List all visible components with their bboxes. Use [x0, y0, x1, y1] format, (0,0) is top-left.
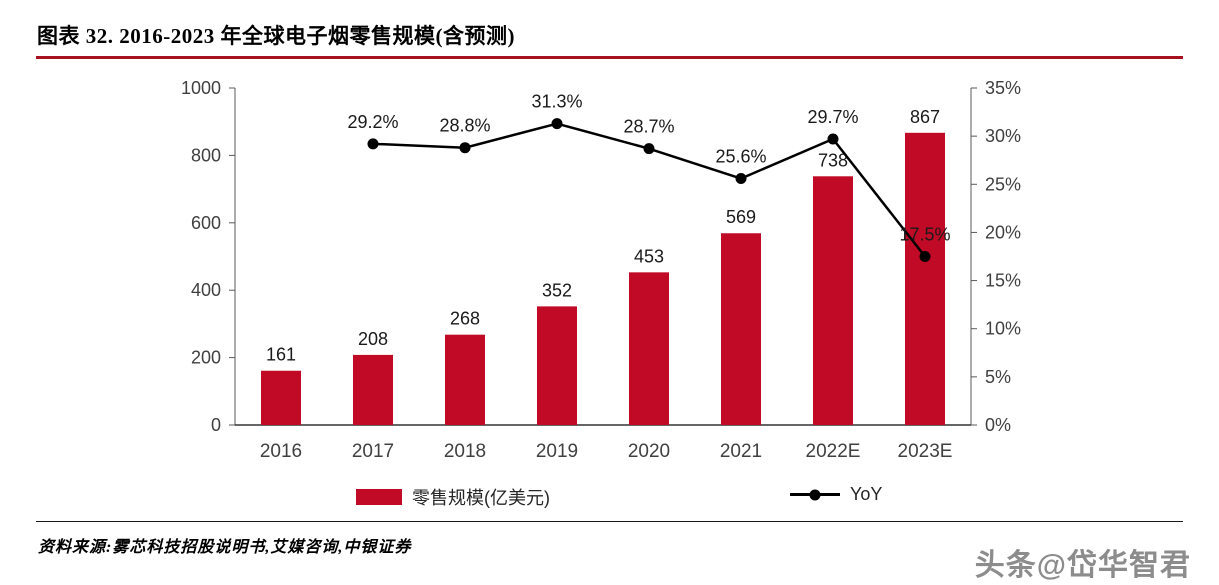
- svg-text:20%: 20%: [985, 222, 1021, 242]
- svg-text:2023E: 2023E: [898, 441, 953, 462]
- figure-title: 图表 32. 2016-2023 年全球电子烟零售规模(含预测): [37, 24, 515, 48]
- legend-item-retail-scale: 零售规模(亿美元): [356, 484, 550, 510]
- legend-label-retail-scale: 零售规模(亿美元): [412, 488, 550, 508]
- svg-text:867: 867: [910, 107, 940, 127]
- svg-text:2020: 2020: [628, 441, 670, 462]
- title-divider: [36, 56, 1183, 59]
- watermark: 头条@岱华智君: [974, 549, 1191, 582]
- svg-text:15%: 15%: [985, 271, 1021, 291]
- svg-text:25%: 25%: [985, 174, 1021, 194]
- svg-text:2021: 2021: [720, 441, 762, 462]
- svg-text:2022E: 2022E: [806, 441, 861, 462]
- legend-line-swatch: [790, 489, 840, 500]
- svg-text:2016: 2016: [260, 441, 302, 462]
- source-note: 资料来源:雾芯科技招股说明书,艾媒咨询,中银证券: [38, 539, 412, 556]
- svg-text:569: 569: [726, 207, 756, 227]
- chart-legend: 零售规模(亿美元) YoY: [0, 484, 1219, 510]
- svg-text:28.8%: 28.8%: [439, 116, 490, 136]
- svg-text:200: 200: [191, 348, 221, 368]
- svg-text:1000: 1000: [181, 78, 221, 98]
- svg-text:0%: 0%: [985, 415, 1011, 435]
- legend-label-yoy: YoY: [850, 484, 883, 504]
- legend-item-yoy: YoY: [790, 484, 882, 505]
- svg-text:31.3%: 31.3%: [531, 92, 582, 112]
- svg-text:5%: 5%: [985, 367, 1011, 387]
- svg-text:600: 600: [191, 213, 221, 233]
- svg-text:35%: 35%: [985, 78, 1021, 98]
- legend-bar-swatch: [356, 489, 402, 505]
- svg-text:352: 352: [542, 280, 572, 300]
- svg-text:17.5%: 17.5%: [899, 225, 950, 245]
- svg-text:30%: 30%: [985, 126, 1021, 146]
- svg-text:800: 800: [191, 145, 221, 165]
- svg-text:28.7%: 28.7%: [623, 117, 674, 137]
- svg-text:400: 400: [191, 280, 221, 300]
- legend-marker-dot: [809, 489, 821, 500]
- svg-text:161: 161: [266, 345, 296, 365]
- svg-text:453: 453: [634, 246, 664, 266]
- svg-text:738: 738: [818, 150, 848, 170]
- svg-text:2017: 2017: [352, 441, 394, 462]
- svg-text:2018: 2018: [444, 441, 486, 462]
- footer-divider: [36, 521, 1183, 522]
- svg-text:2019: 2019: [536, 441, 578, 462]
- svg-text:0: 0: [211, 415, 221, 435]
- svg-text:29.7%: 29.7%: [807, 107, 858, 127]
- svg-text:10%: 10%: [985, 319, 1021, 339]
- svg-text:29.2%: 29.2%: [347, 112, 398, 132]
- svg-text:268: 268: [450, 309, 480, 329]
- svg-text:25.6%: 25.6%: [715, 147, 766, 167]
- svg-text:208: 208: [358, 329, 388, 349]
